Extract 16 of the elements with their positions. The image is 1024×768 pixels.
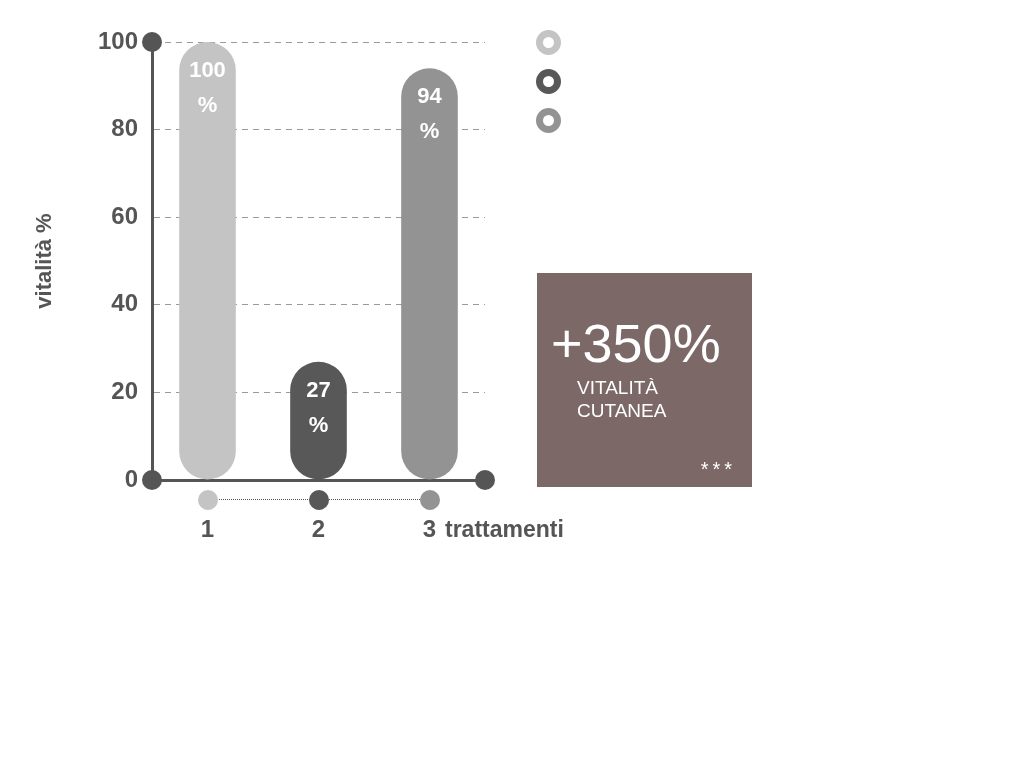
x-axis-title: trattamenti — [445, 516, 564, 543]
x-tick-label: 2 — [311, 515, 326, 543]
y-tick-label: 0 — [124, 464, 138, 492]
data-label: 94 % — [417, 83, 443, 144]
x-tick-label: 1 — [200, 515, 215, 543]
data-label: 100 % — [189, 57, 226, 118]
y-tick-label: 40 — [111, 289, 138, 317]
y-tick-label: 80 — [111, 114, 138, 142]
callout-panel: +350% VITALITÀ CUTANEA *** — [537, 273, 752, 487]
x-tick-label: 3 — [422, 515, 437, 543]
data-label: 27 % — [306, 376, 331, 437]
y-tick-label: 20 — [111, 377, 138, 405]
y-tick-label: 60 — [111, 201, 138, 229]
bar — [179, 42, 236, 480]
y-axis-title: vitalità % — [31, 213, 57, 309]
y-tick-label: 100 — [97, 26, 138, 54]
